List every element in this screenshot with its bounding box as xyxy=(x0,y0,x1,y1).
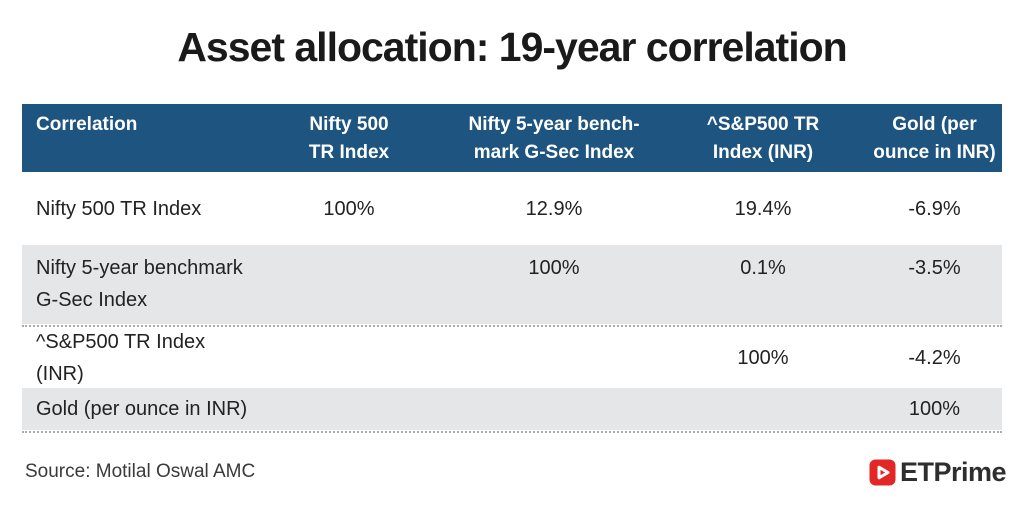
header-gold: Gold (per ounce in INR) xyxy=(873,114,996,163)
table-row: Nifty 500 TR Index 100% 12.9% 19.4% -6.9… xyxy=(22,172,1002,245)
play-icon xyxy=(869,459,896,486)
cell-value: 12.9% xyxy=(525,197,583,220)
cell-value: -3.5% xyxy=(908,257,961,279)
cell-value: 19.4% xyxy=(734,197,792,220)
table-row: Gold (per ounce in INR) 100% xyxy=(22,388,1002,430)
cell-value xyxy=(249,245,449,252)
cell-value: 100% xyxy=(323,197,375,220)
cell-value: -4.2% xyxy=(908,346,961,369)
header-correlation: Correlation xyxy=(36,114,138,135)
page-title: Asset allocation: 19-year correlation xyxy=(177,24,847,70)
table-row: ^S&P500 TR Index (INR) 100% -4.2% xyxy=(22,327,1002,388)
row-label: Nifty 5-year benchmark G-Sec Index xyxy=(36,257,243,311)
table-row: Nifty 5-year benchmark G-Sec Index 100% … xyxy=(22,245,1002,324)
header-nifty500: Nifty 500 TR Index xyxy=(308,114,390,163)
cell-value: 0.1% xyxy=(740,257,786,279)
brand-wordmark: ETPrime xyxy=(899,457,1007,487)
correlation-table: Correlation Nifty 500 TR Index Nifty 5-y… xyxy=(22,104,1002,433)
header-gsec: Nifty 5-year bench- mark G-Sec Index xyxy=(468,114,640,163)
cell-value: 100% xyxy=(737,346,789,369)
header-sp500: ^S&P500 TR Index (INR) xyxy=(706,114,820,163)
dashed-divider xyxy=(22,325,1002,327)
etprime-logo: ETPrime xyxy=(869,457,1007,488)
dashed-divider xyxy=(22,431,1002,433)
cell-value: -6.9% xyxy=(908,197,961,220)
table-header-row: Correlation Nifty 500 TR Index Nifty 5-y… xyxy=(22,104,1002,172)
source-note: Source: Motilal Oswal AMC xyxy=(25,461,256,482)
cell-value: 100% xyxy=(908,398,961,420)
row-label: ^S&P500 TR Index (INR) xyxy=(36,330,206,385)
cell-value: 100% xyxy=(528,257,580,279)
row-label: Nifty 500 TR Index xyxy=(36,197,202,220)
row-label: Gold (per ounce in INR) xyxy=(36,398,248,420)
